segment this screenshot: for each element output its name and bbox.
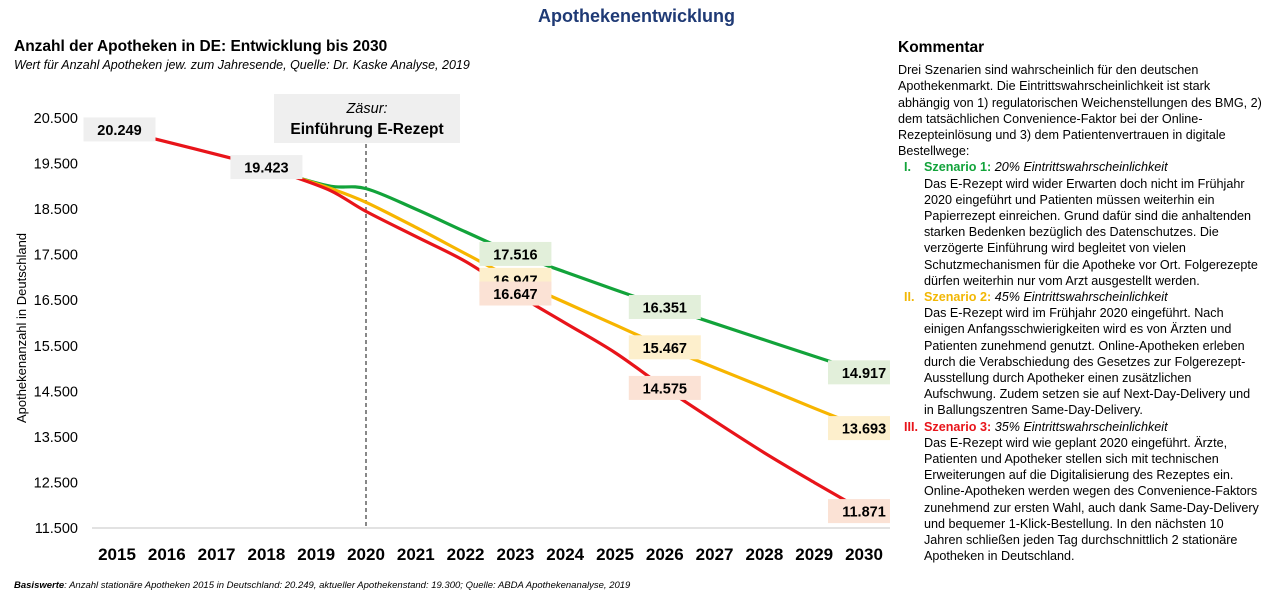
data-label-scenario-3-bg [628,375,701,400]
x-tick-label: 2015 [98,545,136,564]
scenario-3-number: III. [904,419,918,434]
scenario-1-name: Szenario 1: [924,160,992,175]
data-label-scenario-1-bg [628,295,701,320]
scenario-1: I. Szenario 1: 20% Eintrittswahrscheinli… [898,159,1263,289]
y-tick-label: 14.500 [34,384,78,400]
y-tick-label: 11.500 [35,521,78,537]
data-label-scenario-1-bg [479,241,552,266]
chart-subtitle: Wert für Anzahl Apotheken jew. zum Jahre… [14,58,470,72]
x-tick-label: 2025 [596,545,634,564]
y-tick-label: 15.500 [34,339,78,355]
y-tick-label: 18.500 [34,202,78,218]
x-tick-label: 2023 [496,545,534,564]
data-label-history-bg [83,117,156,142]
x-tick-label: 2027 [696,545,734,564]
data-label-history: 20.249 [97,123,141,139]
y-tick-label: 19.500 [34,157,78,173]
x-tick-label: 2024 [546,545,584,564]
annotation-line2: Einführung E-Rezept [290,121,443,138]
comment-panel: Kommentar Drei Szenarien sind wahrschein… [898,39,1263,565]
y-tick-label: 17.500 [34,248,78,264]
data-label-scenario-3-bg [828,499,890,524]
data-label-scenario-1: 16.351 [643,301,687,317]
comment-title: Kommentar [898,39,985,56]
main-title: Apothekenentwicklung [537,6,735,26]
scenario-1-number: I. [904,160,911,175]
series-line-scenario-3 [290,174,865,513]
x-tick-label: 2016 [148,545,186,564]
data-label-history-bg [230,155,303,180]
scenario-3-text: Das E-Rezept wird wie geplant 2020 einge… [924,435,1259,564]
scenario-2: II. Szenario 2: 45% Eintrittswahrscheinl… [898,289,1263,419]
chart-title: Anzahl der Apotheken in DE: Entwicklung … [14,38,388,55]
data-label-scenario-1: 14.917 [842,366,886,382]
scenario-2-name: Szenario 2: [924,290,992,305]
x-tick-label: 2020 [347,545,385,564]
footnote-text: : Anzahl stationäre Apotheken 2015 in De… [64,580,631,591]
footnote: Basiswerte: Anzahl stationäre Apotheken … [14,580,630,591]
data-label-scenario-3: 14.575 [643,381,687,397]
data-label-scenario-3: 16.647 [493,287,537,303]
footnote-label: Basiswerte [14,580,65,591]
scenario-3-probability: 35% Eintrittswahrscheinlichkeit [994,419,1168,434]
data-label-scenario-3: 11.871 [842,505,886,521]
x-tick-label: 2026 [646,545,684,564]
annotation-box [274,94,460,143]
annotation-line1: Zäsur: [345,101,387,117]
comment-intro: Drei Szenarien sind wahrscheinlich für d… [898,63,1262,159]
y-tick-label: 20.500 [34,111,78,127]
data-label-scenario-3-bg [479,281,552,306]
line-chart: Apothekenanzahl in Deutschland 20.500 19.5… [14,94,890,564]
scenario-2-text: Das E-Rezept wird im Frühjahr 2020 einge… [924,306,1251,418]
scenario-3: III. Szenario 3: 35% Eintrittswahrschein… [898,419,1263,565]
scenario-1-probability: 20% Eintrittswahrscheinlichkeit [994,160,1168,175]
x-tick-label: 2018 [247,545,285,564]
data-label-scenario-2: 13.693 [842,422,886,438]
data-label-scenario-2-bg [828,416,890,441]
x-tick-label: 2021 [397,545,435,564]
x-tick-label: 2028 [745,545,783,564]
y-axis-title: Apothekenanzahl in Deutschland [14,233,29,423]
scenario-3-name: Szenario 3: [924,419,992,434]
scenario-1-text: Das E-Rezept wird wider Erwarten doch ni… [924,176,1258,288]
x-tick-label: 2029 [795,545,833,564]
y-tick-label: 16.500 [34,293,78,309]
data-label-scenario-2-bg [628,335,701,360]
scenario-2-probability: 45% Eintrittswahrscheinlichkeit [994,290,1168,305]
data-label-scenario-1-bg [828,360,890,385]
data-label-scenario-2: 15.467 [643,341,687,357]
x-tick-label: 2019 [297,545,335,564]
data-label-history: 19.423 [244,161,288,177]
y-tick-label: 12.500 [34,475,78,491]
scenario-2-number: II. [904,290,915,305]
data-label-scenario-1: 17.516 [493,247,537,263]
x-tick-label: 2022 [447,545,485,564]
x-tick-label: 2030 [845,545,883,564]
x-tick-label: 2017 [198,545,236,564]
series-line-scenario-1 [290,174,865,374]
series-line-scenario-2 [290,174,865,430]
y-tick-label: 13.500 [34,430,78,446]
